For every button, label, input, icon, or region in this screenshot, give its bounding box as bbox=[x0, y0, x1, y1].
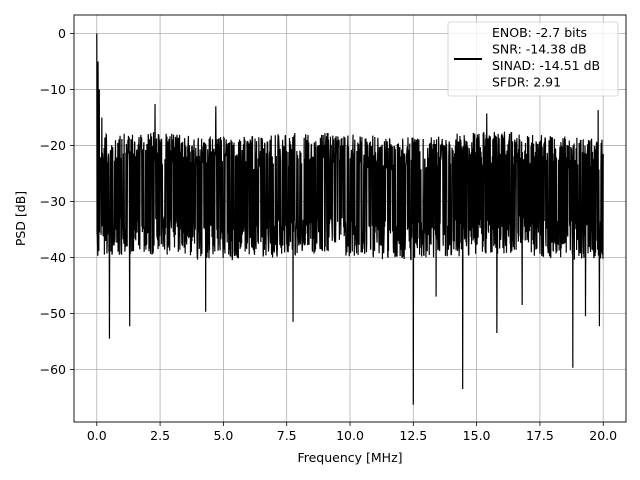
x-tick-label: 0.0 bbox=[87, 428, 107, 443]
legend-sinad-text: SINAD: -14.51 dB bbox=[492, 58, 600, 73]
y-tick-label: −50 bbox=[40, 306, 66, 321]
y-tick-label: −30 bbox=[40, 194, 66, 209]
x-tick-label: 15.0 bbox=[463, 428, 491, 443]
x-axis-ticks: 0.0 2.5 5.0 7.5 10.0 12.5 15.0 17.5 20.0 bbox=[87, 422, 617, 443]
y-axis-label: PSD [dB] bbox=[13, 191, 28, 246]
x-axis-label: Frequency [MHz] bbox=[297, 450, 402, 465]
y-axis-ticks: 0 −10 −20 −30 −40 −50 −60 bbox=[40, 26, 74, 377]
y-tick-label: 0 bbox=[58, 26, 66, 41]
x-tick-label: 20.0 bbox=[589, 428, 617, 443]
legend-sfdr-text: SFDR: 2.91 bbox=[492, 75, 561, 90]
legend-snr-text: SNR: -14.38 dB bbox=[492, 42, 587, 57]
y-tick-label: −40 bbox=[40, 250, 66, 265]
legend-enob-text: ENOB: -2.7 bits bbox=[492, 25, 587, 40]
x-tick-label: 2.5 bbox=[150, 428, 170, 443]
x-tick-label: 7.5 bbox=[277, 428, 297, 443]
x-tick-label: 17.5 bbox=[526, 428, 554, 443]
series-layer bbox=[96, 33, 604, 405]
x-tick-label: 5.0 bbox=[213, 428, 233, 443]
y-tick-label: −10 bbox=[40, 82, 66, 97]
psd-series-line bbox=[96, 33, 604, 405]
x-tick-label: 10.0 bbox=[336, 428, 364, 443]
y-tick-label: −20 bbox=[40, 138, 66, 153]
x-tick-label: 12.5 bbox=[399, 428, 427, 443]
legend-box bbox=[447, 21, 619, 97]
y-tick-label: −60 bbox=[40, 362, 66, 377]
legend: ENOB: -2.7 bits SNR: -14.38 dB SINAD: -1… bbox=[447, 21, 619, 97]
